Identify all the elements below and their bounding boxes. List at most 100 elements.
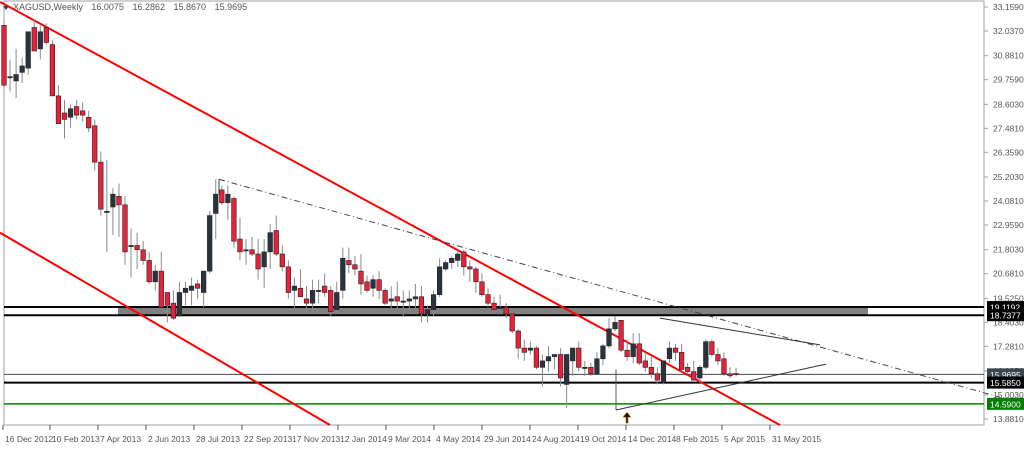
candle (418, 286, 425, 323)
candle (122, 196, 128, 265)
candle (727, 367, 733, 378)
candle (570, 347, 576, 376)
candle (370, 275, 376, 297)
candle (406, 290, 412, 312)
candle (164, 292, 170, 323)
candle (249, 236, 255, 257)
candle (340, 247, 346, 299)
candle (309, 279, 316, 312)
candle (503, 303, 509, 319)
candle (715, 348, 721, 366)
candle (86, 110, 92, 133)
candle (279, 245, 285, 272)
candle (400, 290, 406, 317)
candle (74, 100, 80, 120)
candle (243, 239, 249, 265)
candle (201, 270, 207, 308)
y-tick-label: 19.5250 (993, 293, 1024, 303)
arrow-up-icon (622, 411, 632, 424)
candle (285, 260, 291, 299)
y-tick-label: 27.4810 (993, 123, 1024, 133)
candle (104, 159, 110, 252)
candle (473, 266, 479, 293)
candle (430, 290, 437, 317)
candle (110, 187, 116, 235)
candle (116, 183, 122, 237)
x-tick-label: 14 Dec 2014 (628, 434, 676, 444)
candle (630, 333, 636, 364)
candle (449, 256, 455, 269)
dash-dot-trendline[interactable] (218, 178, 1001, 398)
channel-line-upper[interactable] (0, 0, 781, 426)
candle (678, 343, 685, 372)
candle (455, 249, 461, 267)
y-tick-label: 24.0810 (993, 196, 1024, 206)
candle (158, 251, 164, 308)
candle (594, 352, 600, 375)
price-label-18.7377: 18.7377 (987, 309, 1024, 322)
candle (231, 196, 237, 248)
candle (291, 277, 298, 310)
candle (1, 18, 7, 88)
candle (364, 275, 370, 293)
candle (551, 354, 558, 370)
candle (497, 294, 503, 312)
candle (733, 367, 739, 377)
candle (582, 360, 588, 376)
candle (648, 356, 654, 378)
dropdown-triangle-icon[interactable] (3, 5, 9, 10)
triangle-upper[interactable] (659, 317, 821, 346)
candle (697, 365, 703, 383)
candle (80, 102, 86, 122)
channel-line-lower[interactable] (0, 231, 331, 426)
candle (146, 251, 152, 284)
candle (443, 260, 449, 272)
candle (436, 258, 443, 297)
x-tick-label: 22 Sep 2013 (244, 434, 292, 444)
candle (322, 273, 328, 297)
symbol-timeframe: XAGUSD,Weekly (13, 2, 83, 12)
x-tick-label: 2 Jun 2013 (148, 434, 190, 444)
x-tick-label: 9 Mar 2014 (388, 434, 431, 444)
candle (691, 360, 697, 381)
svg-text:15.9695: 15.9695 (990, 370, 1021, 380)
candle (485, 288, 491, 308)
triangle-lower[interactable] (615, 363, 827, 411)
candle (606, 318, 612, 349)
y-tick-label: 17.2810 (993, 341, 1024, 351)
price-axis[interactable]: 33.1590 32.0370 30.8810 29.7590 28.6030 27.48… (984, 2, 1024, 424)
candle (527, 341, 533, 355)
candle (557, 348, 564, 387)
candle (703, 339, 709, 370)
candle (334, 281, 340, 314)
candle (467, 260, 473, 282)
y-tick-label: 15.0030 (993, 390, 1024, 400)
ohlc-open: 16.0075 (91, 2, 124, 12)
candle (642, 352, 648, 372)
x-tick-label: 24 Aug 2014 (532, 434, 580, 444)
candle (654, 367, 660, 385)
x-tick-label: 10 Feb 2013 (52, 434, 100, 444)
candle (170, 290, 177, 321)
ohlc-high: 16.2862 (132, 2, 165, 12)
svg-text:18.7377: 18.7377 (990, 311, 1021, 321)
candle (515, 328, 521, 359)
trendline-annotations[interactable] (0, 0, 1001, 426)
candle (7, 59, 13, 92)
candle (49, 40, 55, 97)
candle (37, 25, 43, 60)
y-tick-label: 32.0370 (993, 26, 1024, 36)
candle (388, 286, 394, 310)
x-tick-label: 31 May 2015 (772, 434, 821, 444)
candle (92, 119, 98, 171)
y-tick-label: 18.4030 (993, 317, 1024, 327)
x-tick-label: 5 Apr 2015 (724, 434, 765, 444)
candle (213, 179, 219, 240)
svg-text:14.5900: 14.5900 (990, 399, 1021, 409)
candle (19, 57, 25, 84)
svg-text:15.5850: 15.5850 (990, 378, 1021, 388)
candle (98, 151, 104, 216)
